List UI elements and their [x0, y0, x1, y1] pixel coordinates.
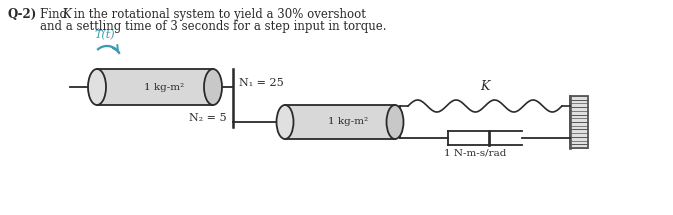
Text: 1 kg-m²: 1 kg-m²: [328, 118, 368, 126]
Text: 1 N-m-s/rad: 1 N-m-s/rad: [444, 148, 506, 157]
Text: N₂ = 5: N₂ = 5: [189, 113, 227, 123]
Ellipse shape: [88, 69, 106, 105]
Ellipse shape: [204, 69, 222, 105]
Bar: [570, 96, 588, 148]
Bar: [285, 105, 395, 139]
Text: N₁ = 25: N₁ = 25: [239, 78, 284, 88]
Text: K: K: [481, 80, 490, 93]
Text: in the rotational system to yield a 30% overshoot: in the rotational system to yield a 30% …: [70, 8, 366, 21]
Bar: [97, 69, 213, 105]
Text: K: K: [62, 8, 71, 21]
Text: Find: Find: [40, 8, 71, 21]
Text: and a settling time of 3 seconds for a step input in torque.: and a settling time of 3 seconds for a s…: [40, 20, 386, 33]
Ellipse shape: [277, 105, 293, 139]
Text: T(t): T(t): [95, 30, 115, 40]
Text: 1 kg-m²: 1 kg-m²: [143, 83, 184, 92]
Ellipse shape: [386, 105, 404, 139]
Text: Q-2): Q-2): [8, 8, 37, 21]
